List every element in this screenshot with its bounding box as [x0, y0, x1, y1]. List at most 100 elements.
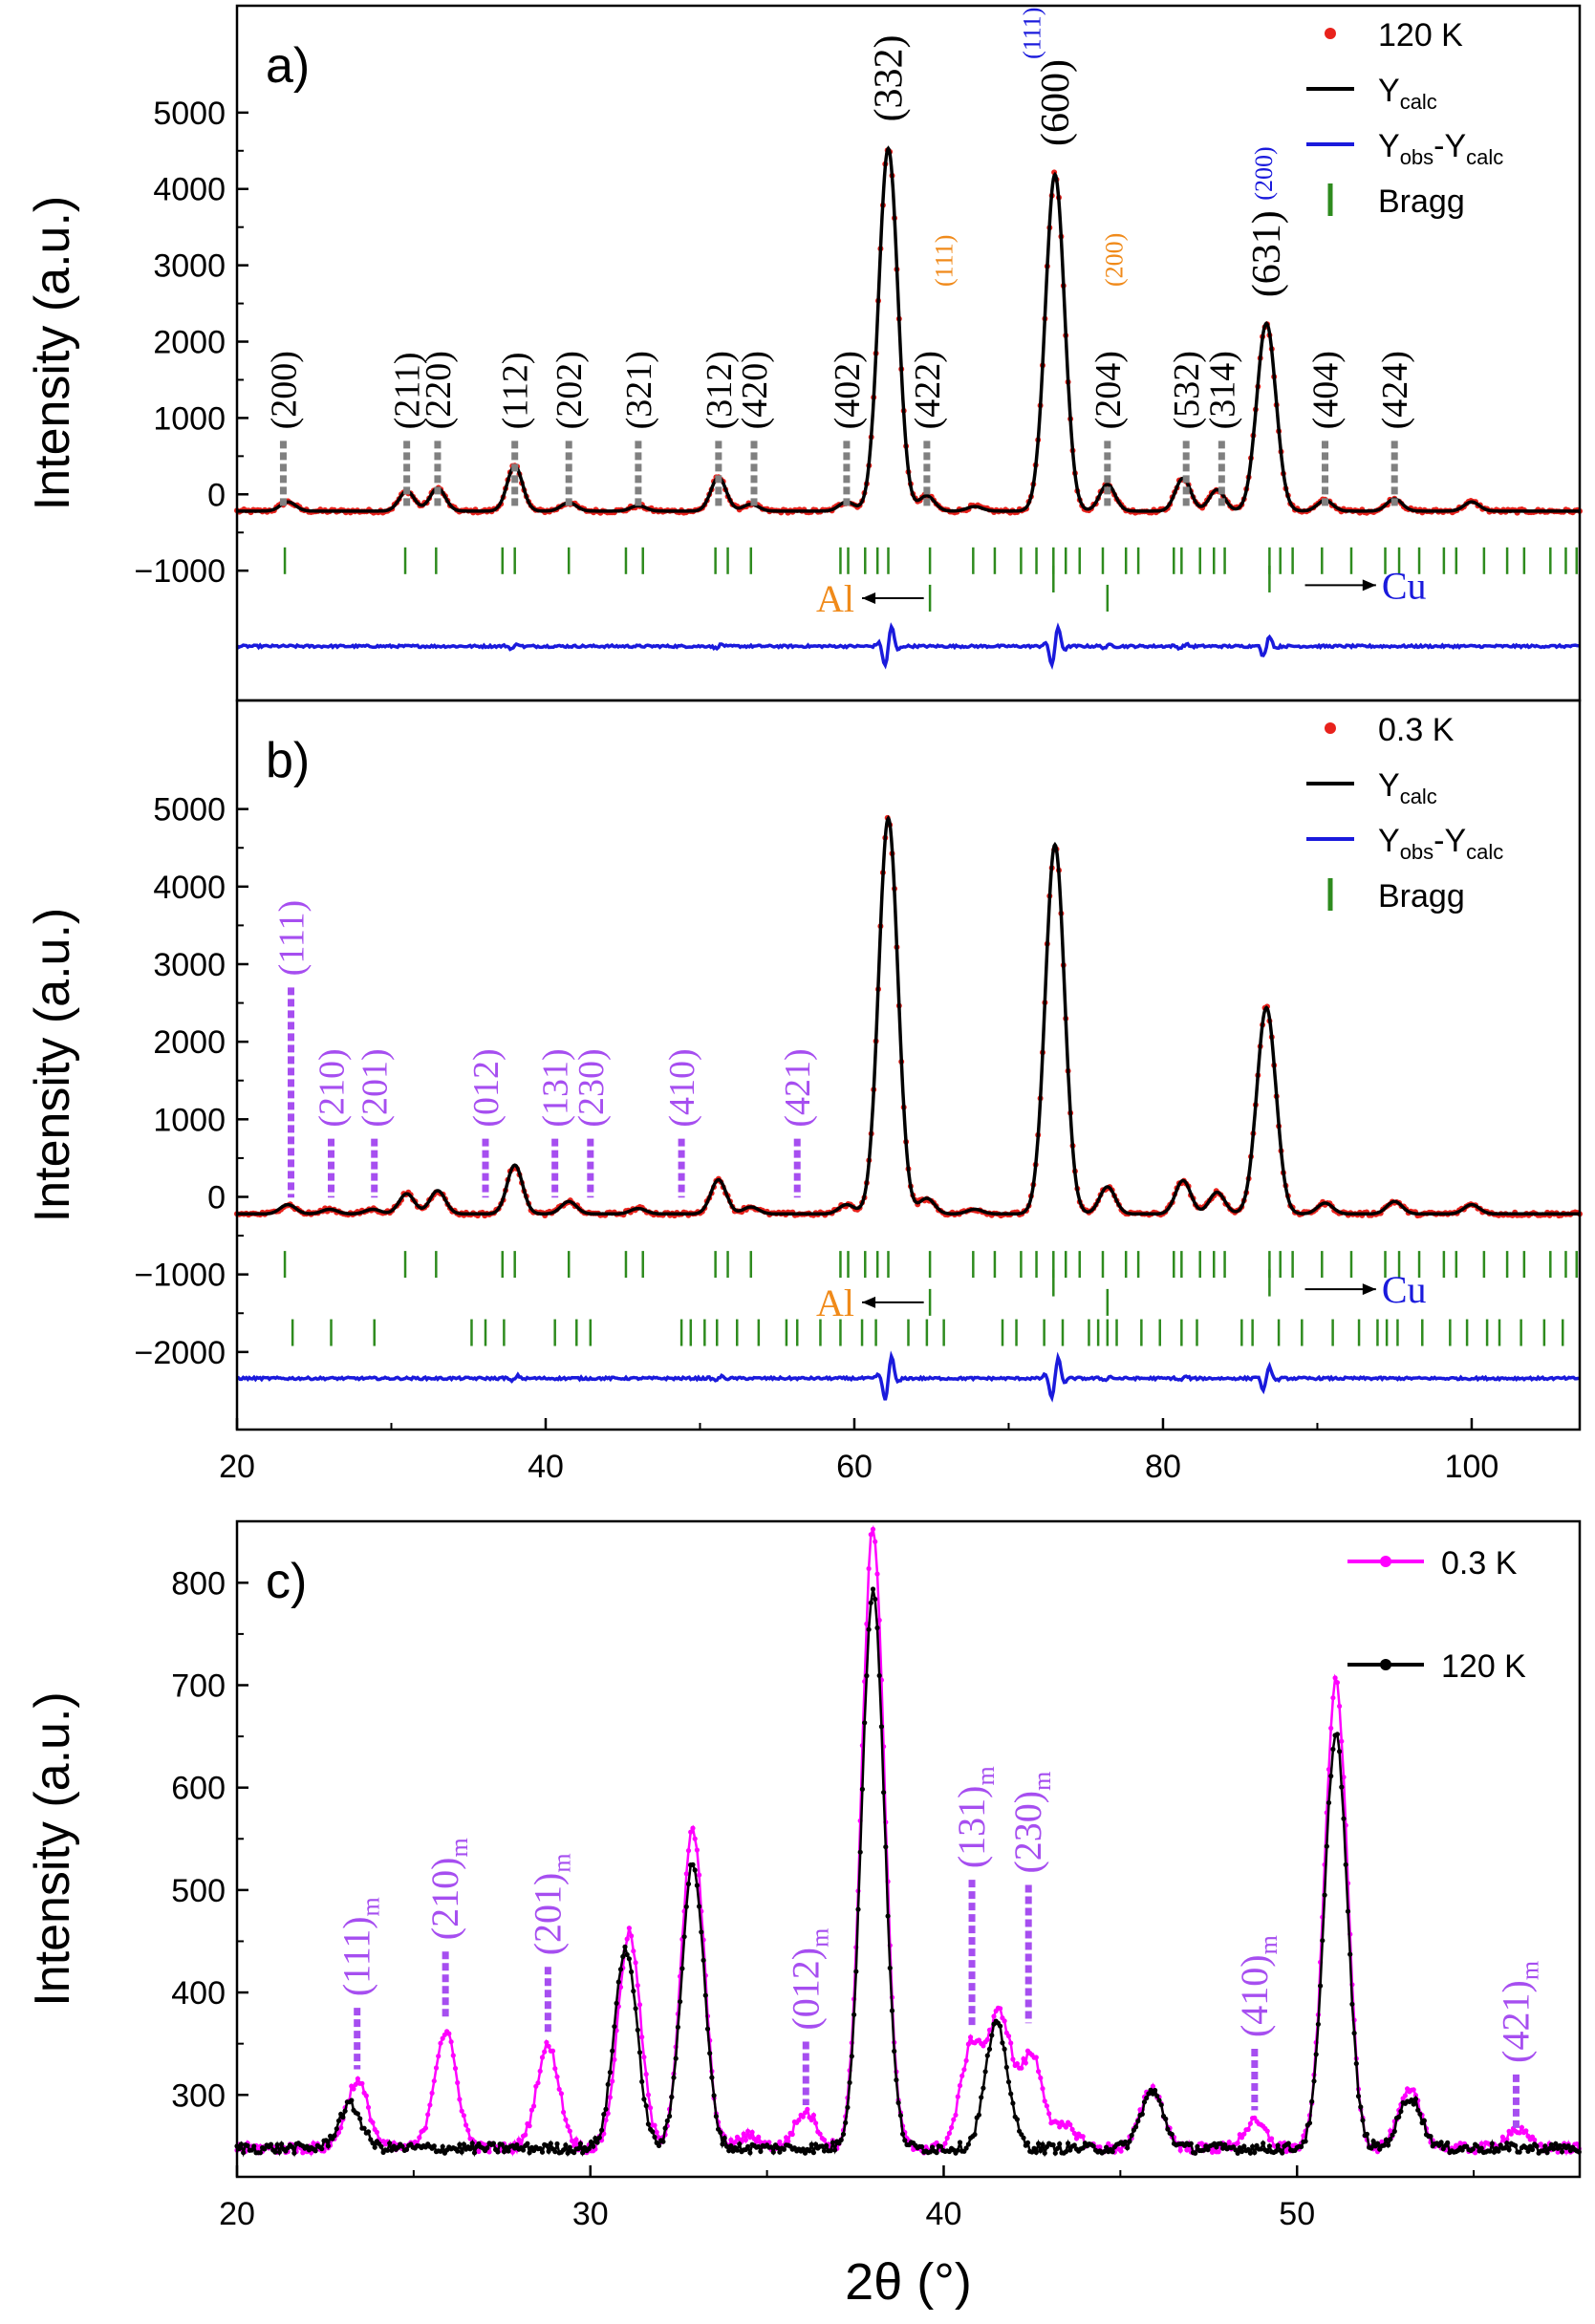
reflection-label-al: (111): [931, 235, 959, 287]
phase-label-cu: Cu: [1382, 564, 1427, 607]
panel-c: (111)m (210)m(201)m(012)m(131)m(230)m(410…: [234, 1524, 1582, 2158]
phase-label-al: Al: [816, 577, 854, 620]
legend-subscript: obs: [1400, 840, 1433, 864]
magnetic-hkl-label: (012): [466, 1048, 507, 1127]
x-tick-label: 20: [219, 1449, 255, 1485]
y-tick-label: 400: [171, 1975, 226, 2012]
phase-arrowhead: [862, 592, 876, 604]
hkl-label: (404): [1306, 351, 1347, 429]
magnetic-hkl-label: (201)m: [526, 1853, 575, 1955]
phase-arrowhead: [862, 1296, 876, 1308]
magnetic-hkl-label: (131): [536, 1048, 576, 1127]
x-tick-label: 50: [1279, 2196, 1315, 2232]
y-tick-label: 2000: [153, 1024, 226, 1061]
legend-label: 120 K: [1378, 17, 1463, 54]
legend-subscript: calc: [1400, 785, 1437, 808]
y-tick-label: −1000: [135, 1258, 226, 1294]
reflection-label-cu: (200): [1250, 146, 1278, 200]
magnetic-subscript: m: [548, 1853, 575, 1872]
y-tick-label: 4000: [153, 870, 226, 906]
magnetic-hkl-label: (410): [662, 1048, 702, 1127]
panel-b: Al Cu (111) (210) (201) (012) (131)(230) (410) (…: [234, 814, 1583, 1403]
legend-text: 0.3 K: [1378, 712, 1455, 748]
y-tick-label: 1000: [153, 400, 226, 437]
phase-arrowhead: [1362, 579, 1376, 592]
panel-c-frame: [235, 1519, 1582, 2179]
x-tick-label: 30: [572, 2196, 609, 2232]
legend-text: Y: [1378, 823, 1400, 859]
x-tick-label: 40: [926, 2196, 962, 2232]
x-tick-label: 20: [219, 2196, 255, 2232]
y-tick-label: 600: [171, 1771, 226, 1807]
magnetic-hkl-label: (230): [571, 1048, 612, 1127]
legend-text: Bragg: [1378, 183, 1465, 220]
legend-subscript: obs: [1400, 145, 1433, 169]
legend-text: 120 K: [1378, 17, 1463, 54]
y-tick-label: 1000: [153, 1102, 226, 1138]
magnetic-hkl-text: (111): [335, 1916, 378, 1996]
magnetic-hkl-label: (201): [356, 1048, 396, 1127]
legend-label: 0.3 K: [1441, 1545, 1518, 1582]
legend-text: Y: [1378, 767, 1400, 804]
legend-text: -Y: [1433, 128, 1466, 164]
panel-a: Al Cu(200) (211)(220) (112) (202) (321) (312)(…: [234, 8, 1583, 670]
legend-obs-marker: [1325, 722, 1336, 734]
magnetic-hkl-text: (131): [950, 1786, 993, 1869]
legend-subscript: calc: [1466, 840, 1503, 864]
panel-label: b): [266, 733, 310, 788]
difference-line: [235, 622, 1580, 670]
magnetic-hkl-text: (210): [423, 1858, 466, 1941]
y-tick-label: 4000: [153, 172, 226, 208]
hkl-label: (220): [419, 351, 459, 429]
y-tick-label: 3000: [153, 248, 226, 285]
magnetic-subscript: m: [1028, 1772, 1056, 1791]
y-tick-label: 5000: [153, 792, 226, 828]
legend-text: Bragg: [1378, 878, 1465, 915]
magnetic-hkl-label: (230)m: [1006, 1772, 1056, 1874]
reflection-label-al: (200): [1100, 233, 1128, 287]
magnetic-hkl-label: (131)m: [950, 1766, 1000, 1868]
hkl-label: (200): [264, 351, 304, 429]
x-axis-label: 2θ (°): [845, 2253, 972, 2311]
series-line: [235, 1524, 1581, 2158]
y-tick-label: 2000: [153, 325, 226, 361]
hkl-label: (532): [1167, 351, 1207, 429]
magnetic-hkl-label: (410)m: [1233, 1935, 1282, 2037]
calculated-line: [237, 815, 1580, 1216]
magnetic-hkl-label: (210)m: [423, 1838, 473, 1940]
y-tick-label: 300: [171, 2077, 226, 2114]
magnetic-hkl-text: (421): [1494, 1980, 1537, 2063]
magnetic-hkl-label: (210): [313, 1048, 353, 1127]
legend-label: 0.3 K: [1378, 712, 1455, 748]
y-tick-label: −2000: [135, 1335, 226, 1371]
y-tick-label: 800: [171, 1565, 226, 1602]
legend-text: Y: [1378, 73, 1400, 109]
phase-arrowhead: [1362, 1283, 1376, 1296]
magnetic-hkl-label: (012)m: [784, 1928, 833, 2031]
magnetic-hkl-text: (201): [526, 1873, 569, 1956]
calculated-line: [237, 145, 1580, 513]
legend-label: Yobs-Ycalc: [1378, 128, 1503, 169]
magnetic-hkl-label: (421): [778, 1048, 818, 1127]
x-tick-label: 40: [528, 1449, 564, 1485]
legend-label: Bragg: [1378, 183, 1465, 220]
series-03K: [234, 1524, 1582, 2158]
legend-text: -Y: [1433, 823, 1466, 859]
difference-line: [236, 1350, 1581, 1403]
legend-marker: [1380, 1556, 1391, 1567]
y-axis-label: Intensity (a.u.): [25, 908, 80, 1222]
hkl-label: (314): [1202, 351, 1242, 429]
x-tick-label: 60: [836, 1449, 873, 1485]
legend-subscript: calc: [1466, 145, 1503, 169]
hkl-label: (112): [496, 352, 536, 429]
magnetic-subscript: m: [1255, 1935, 1282, 1954]
hkl-label: (202): [550, 351, 590, 429]
legend-subscript: calc: [1400, 90, 1437, 114]
x-tick-label: 100: [1445, 1449, 1499, 1485]
magnetic-hkl-text: (410): [1233, 1954, 1276, 2037]
legend-label: Bragg: [1378, 878, 1465, 915]
peak-hkl-label: (332): [868, 34, 912, 121]
hkl-label: (422): [908, 351, 948, 429]
y-tick-label: −1000: [135, 553, 226, 590]
